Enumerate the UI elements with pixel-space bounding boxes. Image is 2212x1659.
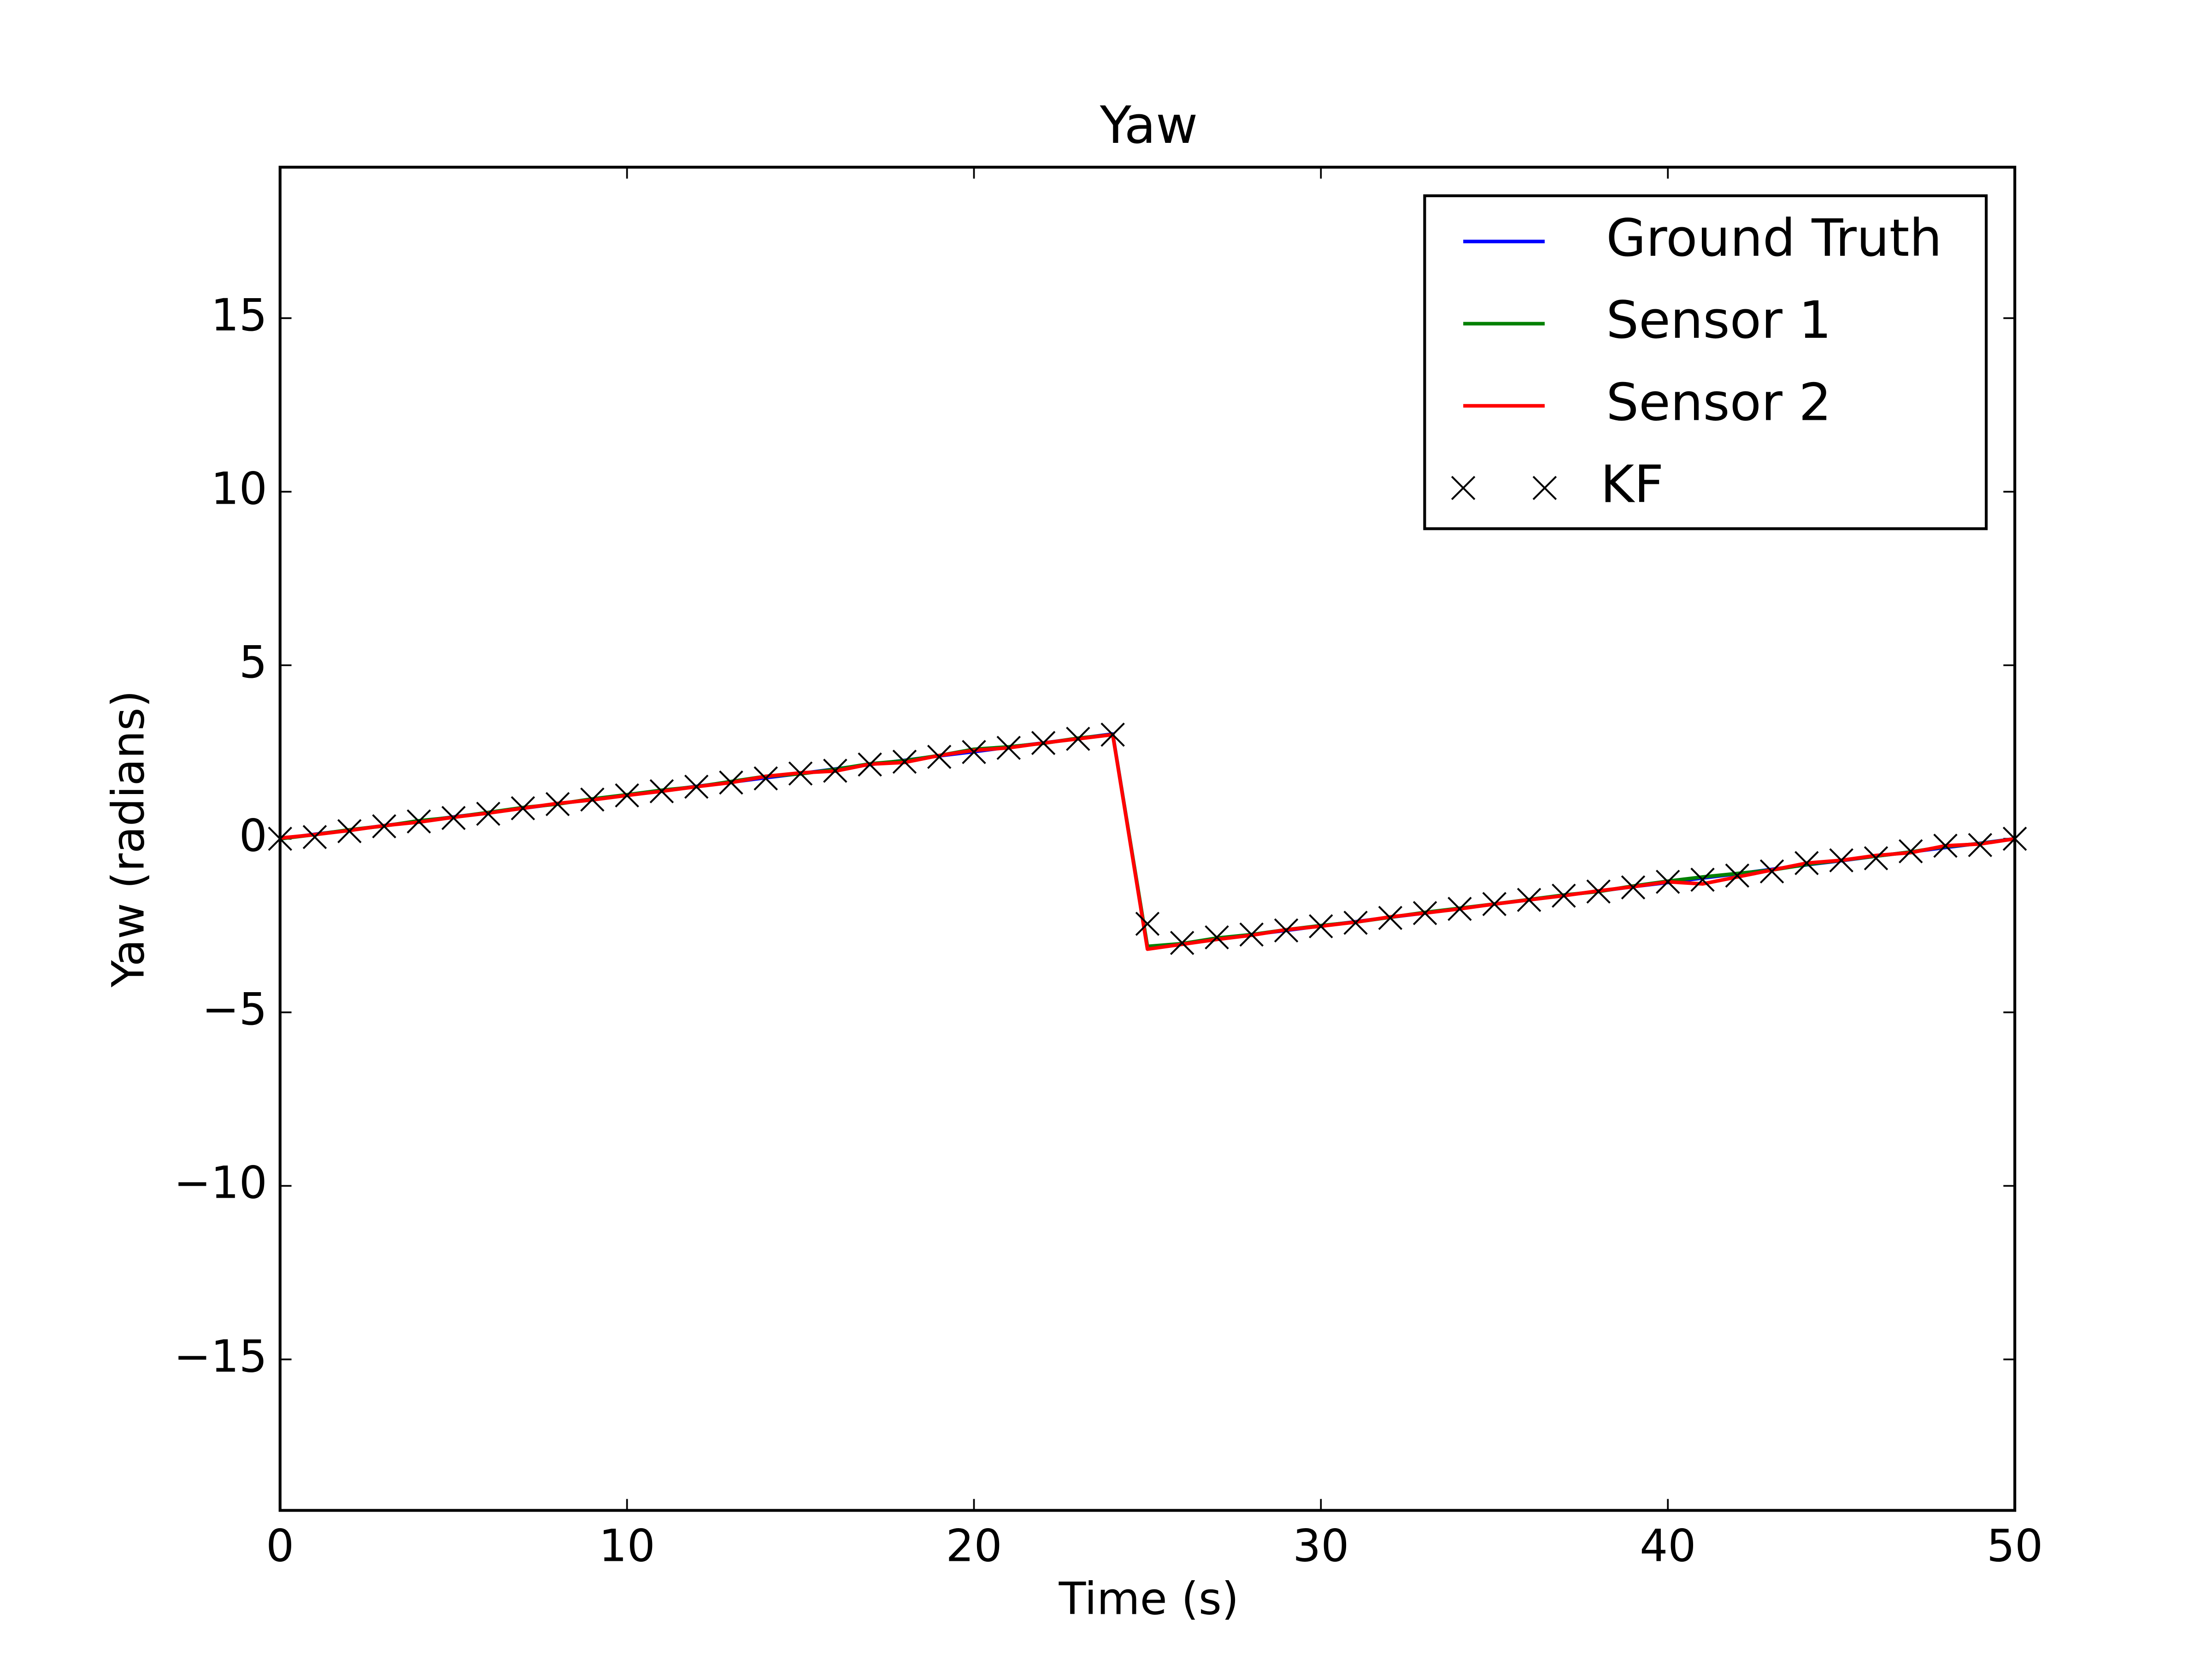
kf-marker bbox=[1170, 930, 1194, 955]
legend-label: Sensor 1 bbox=[1606, 290, 1831, 350]
kf-marker bbox=[1829, 848, 1853, 873]
y-tick-label: −10 bbox=[174, 1157, 267, 1209]
kf-marker bbox=[1552, 883, 1576, 908]
kf-marker bbox=[1899, 839, 1923, 864]
kf-marker bbox=[1621, 875, 1646, 900]
y-tick-label: −5 bbox=[202, 983, 267, 1035]
kf-marker bbox=[892, 749, 917, 774]
kf-marker bbox=[337, 819, 362, 843]
y-tick-label: 10 bbox=[211, 463, 267, 514]
kf-marker bbox=[788, 761, 813, 786]
kf-marker bbox=[1412, 901, 1437, 925]
kf-marker bbox=[406, 809, 431, 834]
kf-marker bbox=[1482, 892, 1507, 916]
kf-marker bbox=[1759, 859, 1784, 884]
kf-marker bbox=[1239, 922, 1264, 947]
kf-marker bbox=[580, 787, 605, 812]
kf-marker bbox=[649, 779, 674, 804]
kf-marker bbox=[1586, 879, 1611, 904]
chart-title: Yaw bbox=[1100, 95, 1198, 155]
y-tick-label: −15 bbox=[174, 1330, 267, 1382]
legend-label: Ground Truth bbox=[1606, 208, 1942, 268]
kf-marker bbox=[1794, 851, 1819, 876]
kf-marker bbox=[962, 740, 986, 765]
kf-marker bbox=[1655, 870, 1680, 894]
y-tick-label: 5 bbox=[239, 636, 267, 688]
kf-marker bbox=[1968, 833, 1993, 857]
kf-marker bbox=[545, 792, 570, 817]
kf-marker bbox=[927, 745, 952, 769]
x-tick-label: 0 bbox=[266, 1520, 294, 1572]
kf-marker bbox=[1690, 867, 1715, 892]
y-tick-label: 0 bbox=[239, 810, 267, 862]
x-tick-label: 10 bbox=[599, 1520, 655, 1572]
kf-marker bbox=[476, 801, 500, 826]
kf-marker bbox=[441, 806, 466, 830]
kf-marker bbox=[1725, 863, 1750, 888]
x-tick-label: 40 bbox=[1640, 1520, 1696, 1572]
kf-marker bbox=[1274, 918, 1299, 943]
kf-marker bbox=[823, 759, 847, 783]
kf-marker bbox=[1447, 897, 1472, 921]
kf-marker bbox=[1135, 912, 1160, 936]
kf-marker bbox=[1343, 911, 1368, 935]
legend-label: Sensor 2 bbox=[1606, 372, 1831, 432]
kf-marker bbox=[753, 766, 778, 791]
x-tick-label: 20 bbox=[946, 1520, 1002, 1572]
kf-marker bbox=[1309, 914, 1333, 939]
kf-marker bbox=[1517, 888, 1541, 912]
x-tick-label: 30 bbox=[1293, 1520, 1349, 1572]
plot-frame bbox=[278, 165, 2017, 1512]
kf-marker bbox=[996, 735, 1021, 760]
kf-marker bbox=[1066, 727, 1090, 751]
x-tick-label: 50 bbox=[1987, 1520, 2043, 1572]
y-tick-label: 15 bbox=[211, 289, 267, 341]
kf-marker bbox=[719, 770, 743, 795]
kf-marker bbox=[302, 825, 327, 849]
legend-marker bbox=[1451, 476, 1476, 500]
kf-marker bbox=[615, 783, 639, 808]
kf-marker bbox=[1031, 731, 1056, 755]
kf-marker bbox=[372, 814, 396, 839]
kf-marker bbox=[1933, 833, 1958, 858]
kf-marker bbox=[1864, 846, 1888, 871]
kf-marker bbox=[684, 774, 709, 799]
kf-marker bbox=[1205, 925, 1229, 950]
kf-marker bbox=[1100, 722, 1125, 747]
kf-marker bbox=[511, 796, 535, 821]
legend-box bbox=[1423, 194, 1988, 530]
kf-marker bbox=[858, 752, 882, 777]
kf-marker bbox=[1378, 906, 1403, 930]
y-axis-label: Yaw (radians) bbox=[103, 690, 154, 988]
legend-marker bbox=[1532, 476, 1557, 500]
legend-label: KF bbox=[1600, 455, 1664, 515]
series-line bbox=[280, 733, 2015, 951]
x-axis-label: Time (s) bbox=[1059, 1573, 1239, 1624]
